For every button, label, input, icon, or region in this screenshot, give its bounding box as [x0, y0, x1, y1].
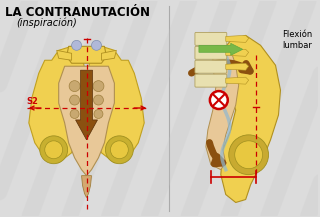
Polygon shape — [206, 43, 239, 170]
Polygon shape — [226, 63, 249, 70]
FancyBboxPatch shape — [195, 60, 227, 73]
Circle shape — [92, 40, 101, 50]
Polygon shape — [226, 35, 249, 42]
Polygon shape — [89, 46, 144, 163]
Polygon shape — [199, 43, 243, 55]
Circle shape — [70, 110, 79, 118]
FancyBboxPatch shape — [195, 46, 227, 59]
Polygon shape — [82, 176, 92, 197]
FancyBboxPatch shape — [195, 32, 227, 45]
Circle shape — [235, 141, 263, 169]
Circle shape — [40, 136, 68, 164]
Circle shape — [105, 136, 133, 164]
FancyBboxPatch shape — [195, 74, 227, 87]
Polygon shape — [76, 70, 98, 140]
Circle shape — [45, 141, 63, 159]
Polygon shape — [226, 77, 249, 84]
Text: LA CONTRANUTACIÓN: LA CONTRANUTACIÓN — [5, 6, 150, 19]
Polygon shape — [59, 66, 114, 176]
Circle shape — [69, 81, 80, 92]
Circle shape — [72, 40, 82, 50]
Circle shape — [229, 135, 268, 175]
Text: Flexión
lumbar: Flexión lumbar — [283, 30, 313, 50]
Text: S2: S2 — [27, 97, 39, 106]
Circle shape — [93, 95, 103, 105]
Circle shape — [110, 141, 128, 159]
Circle shape — [93, 81, 104, 92]
Circle shape — [210, 91, 228, 109]
Text: (inspiración): (inspiración) — [16, 18, 77, 28]
Polygon shape — [221, 35, 280, 202]
Polygon shape — [57, 50, 72, 60]
Polygon shape — [101, 50, 116, 60]
Polygon shape — [226, 49, 249, 56]
Circle shape — [94, 110, 103, 118]
Polygon shape — [29, 46, 84, 163]
Polygon shape — [67, 46, 107, 63]
Circle shape — [70, 95, 80, 105]
